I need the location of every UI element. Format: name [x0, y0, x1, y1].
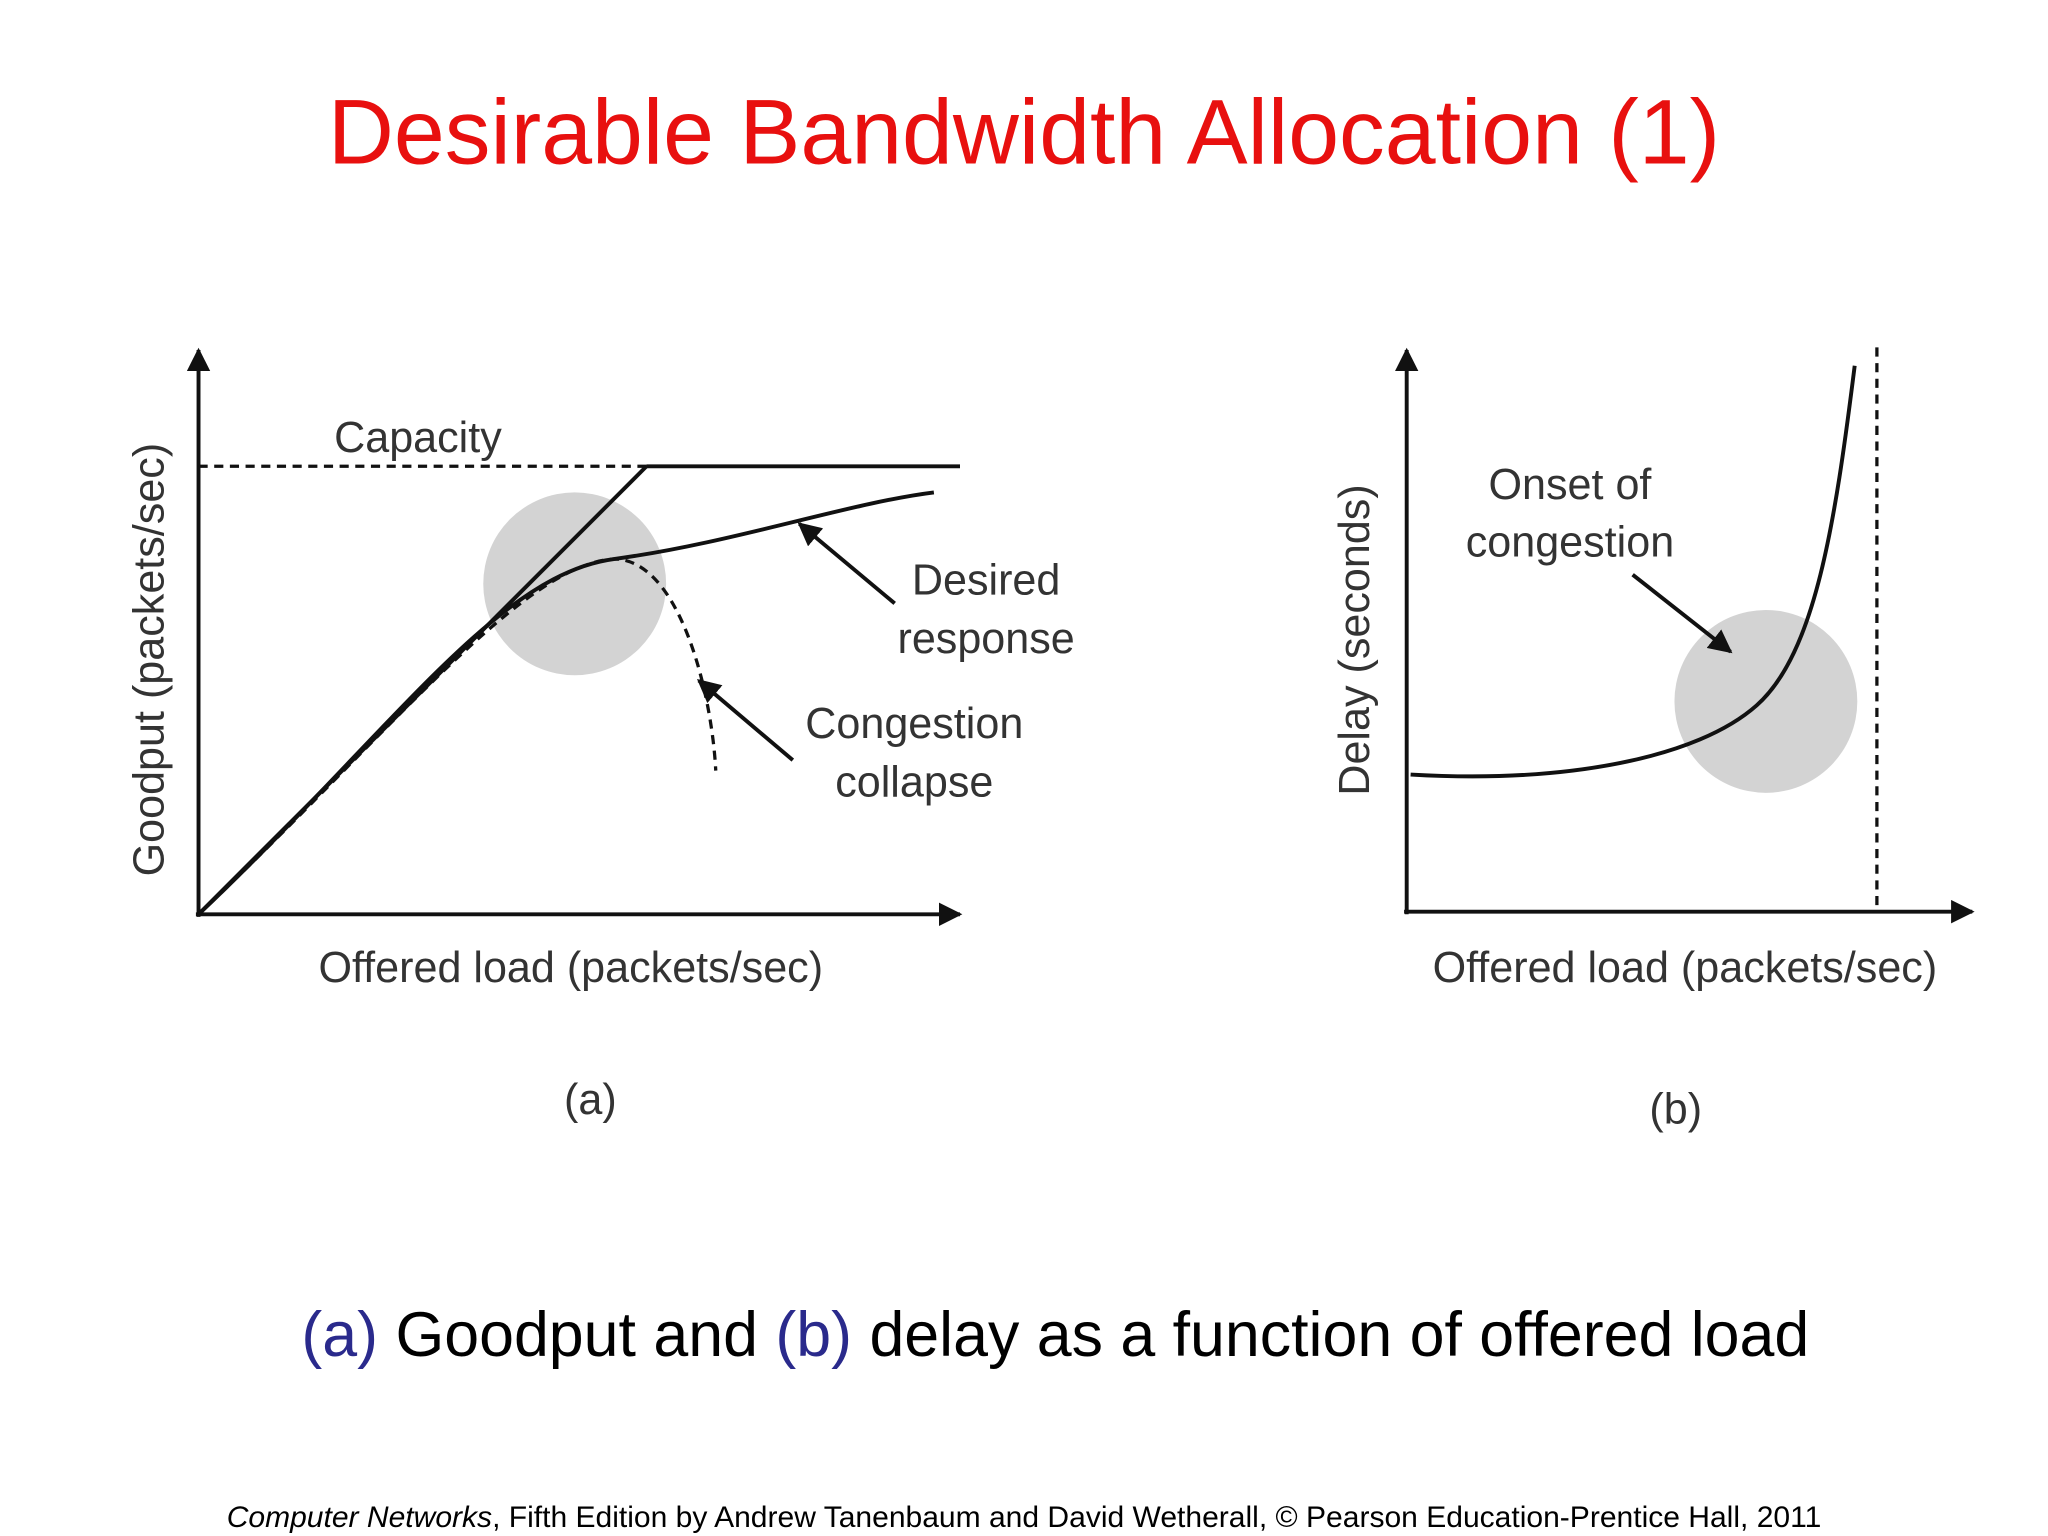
- caption-ref: (a): [301, 1300, 378, 1370]
- panel-label: (b): [1649, 1085, 1702, 1133]
- panel-label: (a): [564, 1076, 617, 1124]
- collapse-curve: [197, 557, 718, 916]
- arrow: [1631, 573, 1733, 654]
- y-axis-label: Delay (seconds): [1331, 484, 1379, 795]
- caption: (a) Goodput and (b) delay as a function …: [301, 1300, 1809, 1370]
- collapse-label: Congestion: [805, 700, 1023, 748]
- footer: Computer Networks, Fifth Edition by Andr…: [227, 1501, 1822, 1534]
- figure-a: Capacity Desired response Congestion col…: [125, 347, 1075, 1124]
- desired-curve: [197, 490, 935, 916]
- collapse-label: collapse: [835, 759, 993, 807]
- caption-text: Goodput and: [395, 1300, 758, 1370]
- x-axis-label: Offered load (packets/sec): [318, 944, 823, 992]
- highlight-circle: [483, 492, 667, 676]
- caption-text: delay as a function of offered load: [869, 1300, 1809, 1370]
- arrow: [696, 678, 795, 762]
- figure-b: Onset of congestion Delay (seconds) Offe…: [1331, 347, 1975, 1133]
- desired-label: response: [897, 615, 1074, 663]
- capacity-label: Capacity: [334, 414, 502, 462]
- footer-text: , Fifth Edition by Andrew Tanenbaum and …: [492, 1501, 1821, 1534]
- desired-label: Desired: [912, 556, 1061, 604]
- y-axis-label: Goodput (packets/sec): [125, 443, 173, 877]
- caption-ref: (b): [775, 1300, 852, 1370]
- x-axis-label: Offered load (packets/sec): [1433, 944, 1938, 992]
- footer-book: Computer Networks: [227, 1501, 492, 1534]
- onset-label: Onset of: [1489, 461, 1653, 509]
- slide-title: Desirable Bandwidth Allocation (1): [328, 81, 1720, 183]
- highlight-circle: [1674, 609, 1858, 793]
- delay-curve: [1410, 365, 1857, 779]
- arrow: [797, 522, 896, 605]
- onset-label: congestion: [1466, 518, 1674, 566]
